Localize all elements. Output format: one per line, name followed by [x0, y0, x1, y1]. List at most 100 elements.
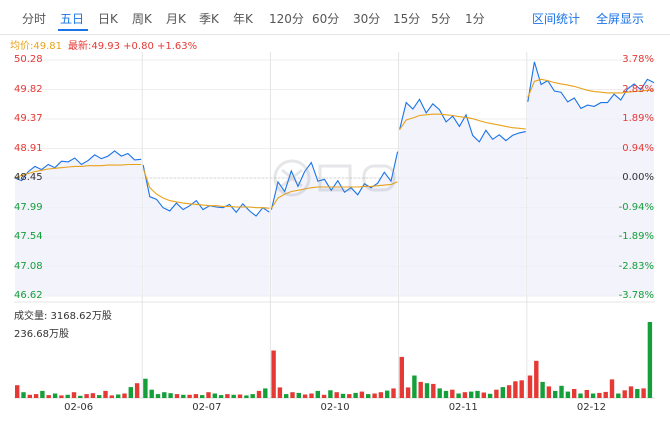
volume-bar — [193, 394, 199, 398]
tab-0[interactable]: 分时 — [22, 12, 47, 26]
date-axis-label: 02-07 — [192, 402, 222, 413]
price-line-day-2 — [270, 151, 399, 210]
volume-bar — [328, 390, 333, 398]
volume-bar — [143, 378, 148, 398]
avg-line-day-0 — [14, 163, 142, 179]
volume-bar — [46, 395, 51, 398]
volume-bar — [578, 393, 583, 398]
volume-bar — [597, 392, 602, 398]
volume-bar — [359, 391, 365, 398]
percent-axis-label: 0.94% — [622, 142, 654, 154]
volume-bar — [315, 390, 320, 398]
volume-bar — [181, 394, 186, 398]
volume-bar — [97, 395, 102, 398]
price-axis-label: 48.91 — [14, 142, 43, 154]
price-axis-label: 50.28 — [14, 54, 43, 65]
price-line-day-3 — [399, 98, 526, 143]
price-area-day-3 — [399, 99, 526, 296]
avg-line-day-1 — [142, 168, 270, 209]
range-stats-button[interactable]: 区间统计 — [532, 12, 581, 26]
tab-5[interactable]: 季K — [199, 12, 219, 26]
volume-bar — [527, 375, 533, 398]
volume-bar — [500, 387, 505, 398]
volume-bar — [378, 392, 384, 398]
percent-axis-label: 2.83% — [622, 83, 654, 95]
tab-3[interactable]: 周K — [132, 12, 152, 26]
volume-bar — [302, 394, 308, 398]
volume-bar — [212, 393, 217, 398]
tab-9[interactable]: 30分 — [353, 12, 381, 26]
price-axis-label: 47.99 — [14, 201, 43, 213]
volume-bar — [418, 381, 423, 398]
volume-bar — [494, 389, 499, 398]
avg-line-day-2 — [270, 181, 398, 209]
tab-6[interactable]: 年K — [233, 12, 253, 26]
volume-bar — [462, 392, 468, 398]
volume-bar — [218, 395, 224, 398]
percent-axis-label: 1.89% — [622, 113, 654, 124]
volume-bar — [27, 394, 32, 398]
volume-bar — [334, 392, 339, 398]
volume-bar — [296, 392, 301, 398]
tab-12[interactable]: 1分 — [465, 12, 485, 26]
volume-bar — [572, 389, 577, 398]
volume-bar — [469, 391, 474, 398]
volume-bar — [475, 390, 480, 398]
volume-bar — [506, 385, 512, 398]
volume-bar — [277, 387, 283, 398]
tab-10[interactable]: 15分 — [393, 12, 421, 26]
volume-bar — [225, 394, 230, 398]
tab-2[interactable]: 日K — [98, 12, 118, 26]
volume-bar — [109, 395, 114, 398]
percent-axis-label: -1.89% — [618, 231, 654, 242]
volume-bar — [391, 388, 396, 398]
fullscreen-button[interactable]: 全屏显示 — [596, 12, 645, 26]
volume-bar — [353, 392, 358, 398]
volume-bar — [622, 390, 627, 398]
volume-bar — [65, 394, 70, 398]
volume-bar — [534, 360, 539, 398]
volume-bar — [487, 393, 493, 398]
volume-bar — [206, 392, 211, 398]
volume-bar — [103, 390, 108, 398]
volume-bar — [149, 389, 154, 398]
snowball-watermark-icon — [273, 159, 396, 197]
tab-8[interactable]: 60分 — [312, 12, 340, 26]
price-axis-label: 47.54 — [14, 231, 43, 242]
price-line-day-4 — [527, 61, 655, 110]
volume-bar — [584, 390, 589, 398]
volume-bar — [347, 394, 352, 398]
active-tab-underline — [58, 29, 88, 31]
volume-bar — [162, 392, 167, 398]
volume-bar — [437, 388, 442, 398]
volume-bar — [372, 393, 377, 398]
volume-bar — [244, 395, 249, 398]
volume-bar — [174, 394, 180, 398]
volume-bar — [271, 350, 276, 398]
tab-1[interactable]: 五日 — [60, 12, 85, 26]
percent-axis-label: -2.83% — [618, 260, 654, 272]
avg-line-day-3 — [399, 113, 526, 130]
volume-bar — [128, 387, 133, 398]
volume-bar — [71, 392, 77, 398]
tab-4[interactable]: 月K — [166, 12, 186, 26]
volume-bar — [59, 395, 64, 398]
volume-bar — [366, 394, 371, 398]
volume-bar — [412, 375, 417, 398]
percent-axis-label: -0.94% — [618, 201, 654, 213]
volume-bar — [647, 322, 653, 398]
price-line-day-1 — [142, 164, 270, 217]
percent-axis-label: -3.78% — [618, 290, 654, 301]
price-area-day-1 — [143, 165, 270, 296]
volume-bar — [187, 394, 192, 398]
volume-bar — [200, 395, 205, 398]
tab-11[interactable]: 5分 — [431, 12, 451, 26]
volume-bar — [616, 393, 621, 398]
volume-bar — [90, 393, 96, 398]
volume-bar — [590, 393, 596, 398]
volume-bar — [116, 394, 121, 398]
volume-bar — [134, 383, 140, 398]
price-axis-label: 46.62 — [14, 290, 43, 301]
tab-7[interactable]: 120分 — [269, 12, 304, 26]
